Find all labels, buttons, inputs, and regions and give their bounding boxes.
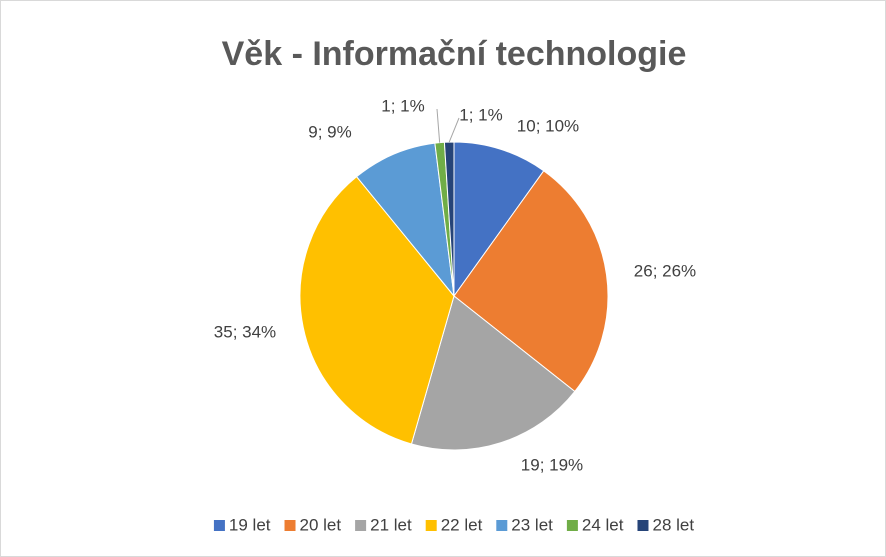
leader-line <box>436 108 441 143</box>
chart-title: Věk - Informační technologie <box>222 35 687 73</box>
data-label: 10; 10% <box>517 116 579 135</box>
pie-slice <box>355 142 455 298</box>
data-label: 9; 9% <box>308 122 351 141</box>
data-label: 26; 26% <box>634 261 696 280</box>
legend-swatch <box>213 520 225 531</box>
leader-line <box>448 117 460 143</box>
pie-slice <box>299 175 455 445</box>
legend-swatch <box>637 520 649 531</box>
legend-swatch <box>355 520 367 531</box>
data-label: 1; 1% <box>381 96 424 115</box>
legend-label: 28 let <box>652 515 694 534</box>
legend-swatch <box>284 520 296 531</box>
legend-label: 22 let <box>441 515 483 534</box>
legend-label: 21 let <box>370 515 412 534</box>
data-label: 1; 1% <box>459 105 502 124</box>
pie-slice <box>443 141 455 297</box>
data-label: 35; 34% <box>214 322 276 341</box>
legend-label: 19 let <box>229 515 271 534</box>
data-label: 19; 19% <box>521 455 583 474</box>
legend-swatch <box>496 520 508 531</box>
legend-swatch <box>566 520 578 531</box>
legend-label: 23 let <box>511 515 553 534</box>
legend-label: 20 let <box>300 515 342 534</box>
pie-slice <box>410 295 576 451</box>
legend-label: 24 let <box>582 515 624 534</box>
legend: 19 let 20 let 21 let 22 let 23 let 24 let 28 l… <box>213 515 694 534</box>
pie-slice <box>453 141 545 298</box>
legend-swatch <box>425 520 437 531</box>
pie-slice <box>453 170 609 393</box>
